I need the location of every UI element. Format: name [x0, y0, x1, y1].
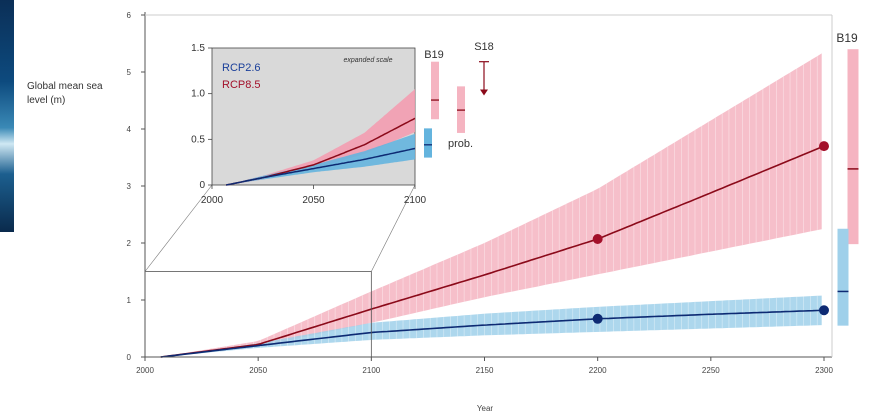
legend-rcp26: RCP2.6	[222, 62, 261, 74]
rcp26-median-line	[160, 309, 822, 358]
prob-label: prob.	[448, 138, 473, 150]
y-tick-label: 6	[127, 11, 132, 20]
inset-rcp26-band	[226, 133, 415, 185]
inset-y-tick-label: 0	[199, 180, 205, 191]
zoom-connector-right	[371, 184, 416, 272]
legend-rcp85: RCP8.5	[222, 79, 261, 91]
rcp26-marker-2200	[592, 313, 603, 324]
rcp85-uncertainty-band	[160, 53, 822, 358]
s18-arrow-head	[480, 89, 488, 96]
x-tick-label: 2250	[702, 366, 720, 375]
inset-y-tick-label: 0.5	[191, 134, 205, 145]
zoom-box	[144, 271, 372, 358]
b19-side-label: B19	[836, 31, 858, 45]
y-tick-label: 0	[127, 353, 132, 362]
inset-y-tick-label: 1.5	[191, 43, 205, 54]
y-tick-label: 2	[127, 239, 132, 248]
x-tick-label: 2300	[815, 366, 833, 375]
main-plot: 0 1 2 3 4 5 6 2000 2050 2100 2150 2200 2250 2300	[127, 11, 859, 375]
y-tick-label: 1	[127, 296, 132, 305]
y-tick-label: 5	[127, 68, 132, 77]
rcp26-marker-2300	[819, 305, 829, 316]
inset-rcp26-median	[226, 147, 416, 186]
y-tick-label: 4	[127, 125, 132, 134]
rcp85-marker-2300	[819, 141, 829, 152]
rcp85-marker-2200	[592, 234, 603, 245]
x-tick-label: 2050	[249, 366, 267, 375]
b19-rcp85-bar	[847, 49, 859, 245]
inset-plot: 0 0.5 1.0 1.5 2000 2050 2100	[144, 43, 489, 272]
s18-label: S18	[474, 41, 494, 53]
inset-b19-rcp26-bar	[424, 128, 432, 158]
x-tick-label: 2000	[136, 366, 154, 375]
left-photo-strip	[0, 0, 14, 232]
inset-x-tick-label: 2100	[404, 195, 427, 206]
inset-title: expanded scale	[343, 57, 392, 64]
x-axis-label: Year	[477, 404, 494, 413]
x-tick-label: 2200	[589, 366, 607, 375]
y-axis-label: Global mean sea level (m)	[27, 81, 103, 106]
inset-y-tick-label: 1.0	[191, 89, 205, 100]
b19-rcp26-bar	[837, 228, 849, 326]
inset-b19-rcp85-bar	[431, 61, 439, 120]
x-tick-label: 2150	[476, 366, 494, 375]
b19-inset-label: B19	[424, 49, 444, 61]
y-tick-label: 3	[127, 182, 132, 191]
zoom-connector-left	[144, 184, 213, 272]
inset-x-tick-label: 2000	[201, 195, 224, 206]
x-tick-label: 2100	[362, 366, 380, 375]
inset-x-tick-label: 2050	[302, 195, 325, 206]
rcp85-median-line	[160, 146, 823, 358]
